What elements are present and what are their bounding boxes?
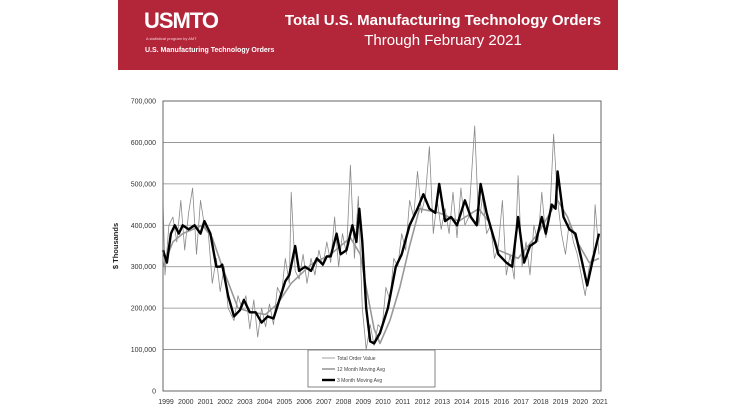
x-tick-label: 2013 — [434, 399, 450, 406]
x-tick-label: 1999 — [158, 399, 174, 406]
x-tick-label: 2014 — [454, 399, 470, 406]
logo-tagline: A statistical program by AMT — [146, 36, 197, 41]
x-tick-label: 2000 — [178, 399, 194, 406]
x-tick-label: 2005 — [277, 399, 293, 406]
x-tick-label: 2004 — [257, 399, 273, 406]
header-banner: USMTO A statistical program by AMT U.S. … — [118, 0, 618, 70]
y-tick-label: 100,000 — [131, 347, 156, 354]
x-tick-label: 2021 — [592, 399, 608, 406]
legend-label: 12 Month Moving Avg — [337, 367, 385, 373]
x-tick-label: 2009 — [356, 399, 372, 406]
x-tick-label: 2015 — [474, 399, 490, 406]
series-line-1 — [162, 199, 600, 345]
x-tick-label: 2017 — [513, 399, 529, 406]
plot-frame — [162, 100, 602, 392]
y-tick-label: 0 — [152, 389, 156, 396]
y-tick-label: 200,000 — [131, 306, 156, 313]
series-line-0 — [162, 125, 600, 350]
x-tick-label: 2006 — [296, 399, 312, 406]
x-tick-label: 2011 — [395, 399, 410, 406]
legend-label: Total Order Value — [337, 356, 376, 362]
chart-subtitle: Through February 2021 — [364, 32, 522, 49]
legend: Total Order Value 12 Month Moving Avg 3 Mo… — [307, 349, 436, 388]
y-tick-label: 500,000 — [131, 181, 156, 188]
x-tick-label: 2012 — [415, 399, 431, 406]
usmto-logo: USMTO — [144, 8, 219, 33]
x-tick-label: 2018 — [533, 399, 549, 406]
x-tick-label: 2003 — [237, 399, 253, 406]
y-tick-label: 700,000 — [131, 99, 156, 106]
banner-subtitle: U.S. Manufacturing Technology Orders — [145, 47, 275, 54]
x-tick-label: 2001 — [198, 399, 214, 406]
x-tick-label: 2019 — [553, 399, 569, 406]
series-line-2 — [161, 170, 601, 345]
legend-label: 3 Month Moving Avg — [337, 378, 382, 384]
y-tick-label: 400,000 — [131, 223, 156, 230]
x-tick-label: 2007 — [316, 399, 332, 406]
x-tick-label: 2010 — [375, 399, 391, 406]
x-tick-label: 2016 — [494, 399, 510, 406]
chart-title: Total U.S. Manufacturing Technology Orde… — [284, 12, 602, 29]
y-tick-label: 300,000 — [131, 264, 156, 271]
x-tick-label: 2008 — [336, 399, 352, 406]
x-tick-label: 2020 — [573, 399, 589, 406]
x-tick-label: 2002 — [217, 399, 233, 406]
y-axis-label: $ Thousands — [111, 223, 120, 269]
y-tick-label: 600,000 — [131, 140, 156, 147]
